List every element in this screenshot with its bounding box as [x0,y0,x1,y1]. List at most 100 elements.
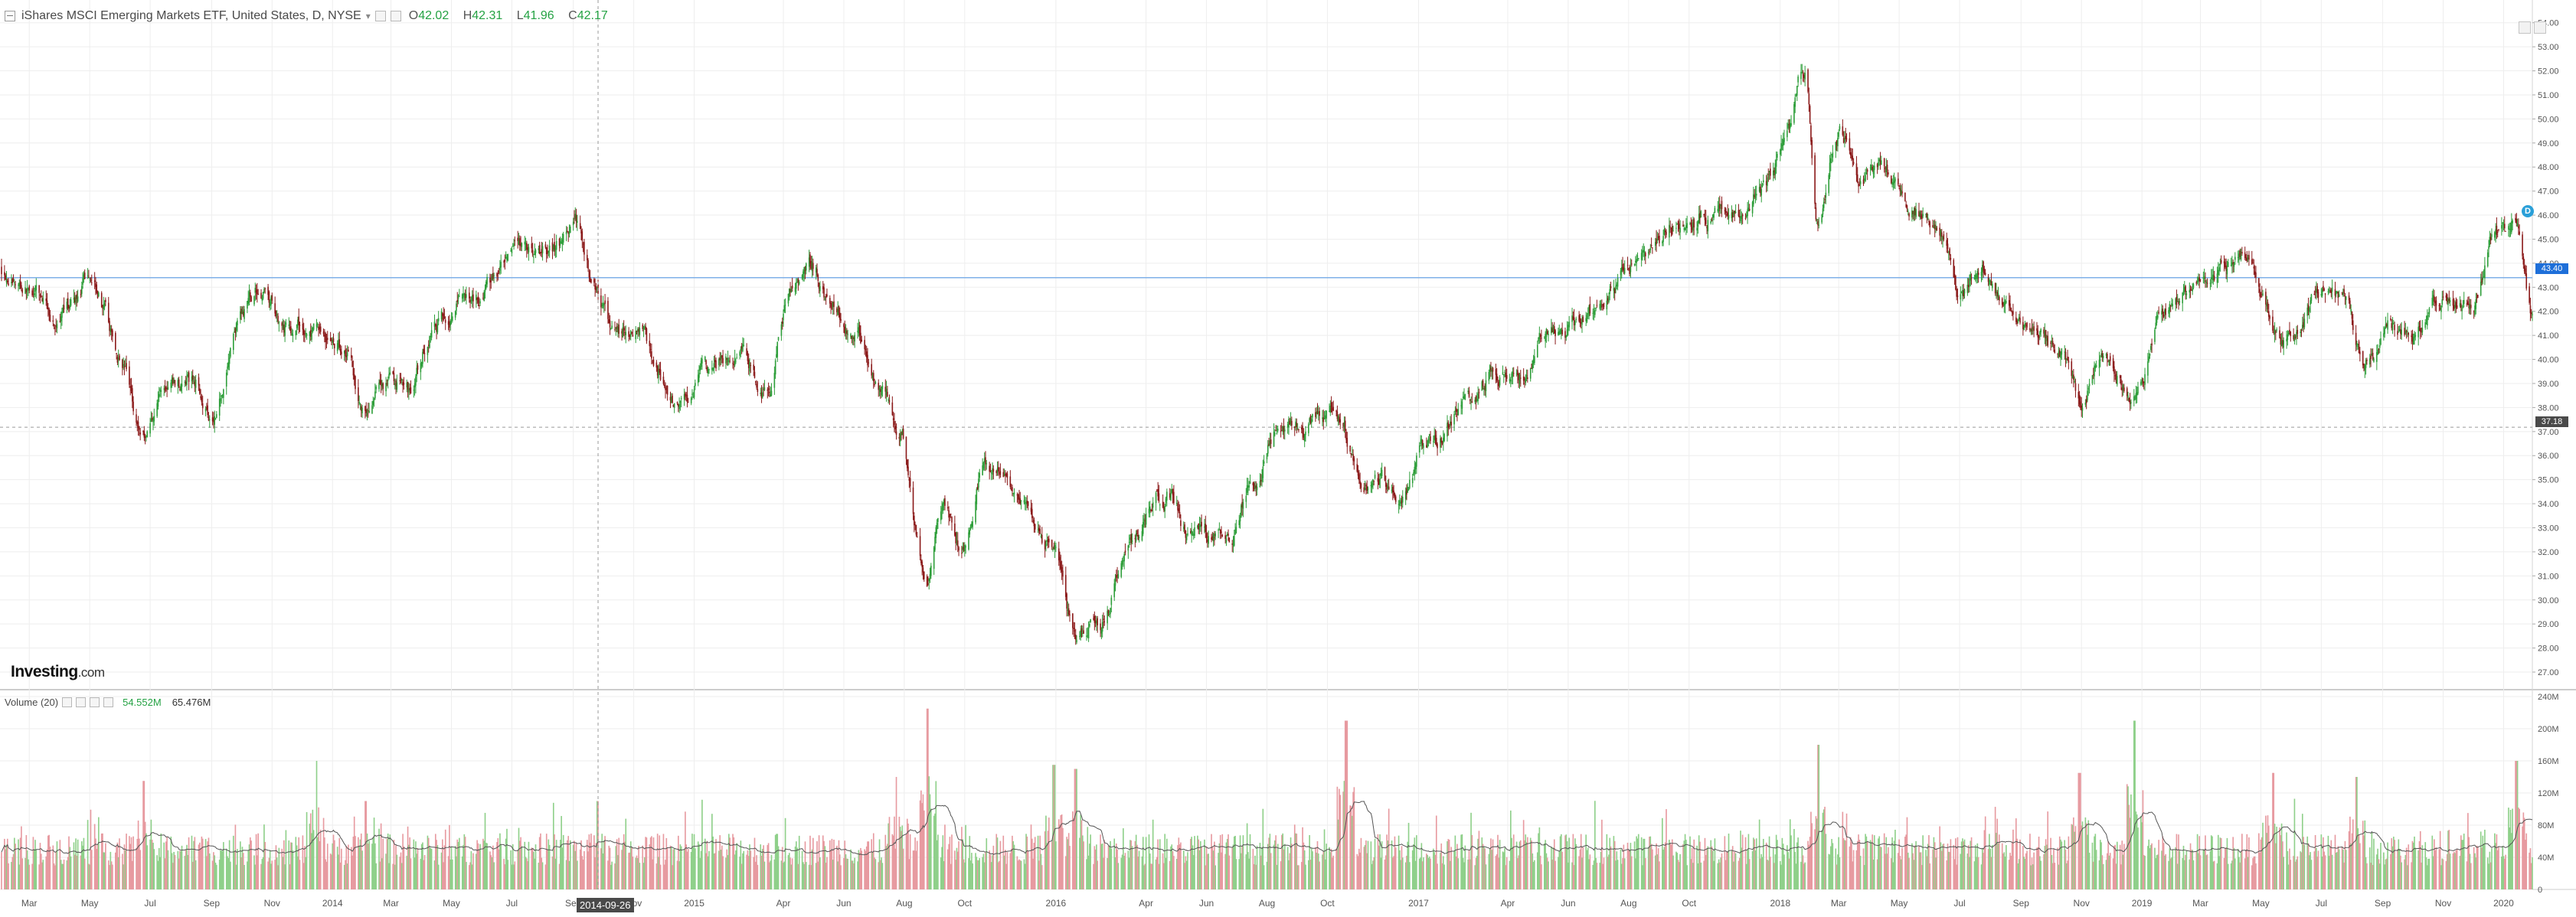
candle-body [2417,327,2419,338]
candle-body [48,308,50,315]
candle-body [221,395,224,396]
candle-body [477,296,479,303]
candle-body [2324,293,2326,295]
candle-body [2095,364,2097,367]
candle-body [2165,308,2167,315]
candle-body [1482,380,1484,387]
candle-body [1073,628,1074,629]
volume-bar [1310,848,1313,889]
candle-body [185,381,187,384]
volume-bar [1293,824,1296,889]
volume-bar [1379,834,1381,889]
candle-body [923,571,925,579]
volume-bar [112,864,113,889]
candle-body [1671,226,1673,235]
candle-body [1157,489,1159,497]
candle-body [1728,215,1730,219]
candle-body [1948,251,1950,253]
volume-tick-label: 200M [2538,725,2559,734]
candle-body [2259,289,2261,297]
candle-body [2105,354,2107,356]
candle-body [1247,486,1249,488]
candle-body [1510,380,1512,382]
volume-bar [1515,841,1518,889]
candle-body [589,276,591,282]
volume-bar [1440,843,1443,889]
candle-body [1947,243,1949,250]
candle-body [1714,207,1716,214]
volume-bar [466,862,467,889]
candle-body [2127,395,2129,398]
volume-bar [687,849,689,889]
volume-bar [312,809,314,889]
candle-body [261,298,263,301]
candle-body [1121,560,1123,565]
volume-bar [1467,859,1469,889]
volume-bar [587,851,589,889]
candle-body [2391,323,2393,328]
candle-body [1652,247,1653,249]
candle-body [1832,152,1834,158]
candle-body [1414,463,1417,469]
volume-bar [632,857,634,889]
candle-body [1551,327,1552,334]
candle-body [762,392,763,397]
volume-bar [1275,835,1277,889]
volume-bar [1343,781,1345,889]
candle-body [746,348,747,355]
volume-bar [66,860,68,889]
volume-bar [878,839,881,889]
candle-body [184,381,186,383]
volume-bar [1437,863,1438,889]
candle-body [319,327,321,330]
volume-bar [80,855,82,889]
candle-body [621,331,623,334]
candle-body [2398,329,2401,331]
candle-body [1970,274,1972,281]
candle-body [2064,351,2067,360]
volume-bar [895,777,897,889]
volume-bar [1232,844,1234,889]
candle-body [1066,593,1067,609]
volume-bar [580,840,582,889]
candle-body [372,400,374,406]
volume-bar [1476,856,1478,889]
candle-body [776,341,779,357]
candle-body [577,220,578,224]
volume-bar [1097,860,1099,889]
candle-body [486,276,488,285]
candle-body [1957,295,1959,297]
candle-body [955,532,956,543]
volume-bar [894,848,897,889]
volume-bar [1531,840,1532,889]
candle-body [791,286,793,289]
volume-bar [1012,840,1015,889]
candle-body [2113,366,2115,374]
candle-body [18,285,19,286]
volume-bar [1032,858,1034,889]
candle-body [944,498,946,506]
candle-body [2421,328,2424,333]
time-tick-label: Oct [1320,898,1335,909]
candle-body [1394,493,1396,497]
candle-body [1905,204,1907,207]
candle-body [836,308,838,312]
candle-body [865,351,868,358]
candle-body [298,316,300,325]
candle-body [1740,217,1741,221]
volume-bar [672,865,673,889]
volume-bar [146,845,149,889]
candle-body [1447,422,1450,428]
candle-body [1145,514,1147,525]
candle-body [1303,434,1306,442]
candle-body [901,430,904,436]
volume-bar [923,810,925,889]
volume-bar [1317,853,1319,889]
candle-body [1224,535,1226,540]
volume-bar [885,846,888,889]
volume-bar [1545,853,1548,889]
volume-bar [1211,834,1212,889]
volume-bar [318,807,319,889]
candle-body [2266,303,2267,307]
